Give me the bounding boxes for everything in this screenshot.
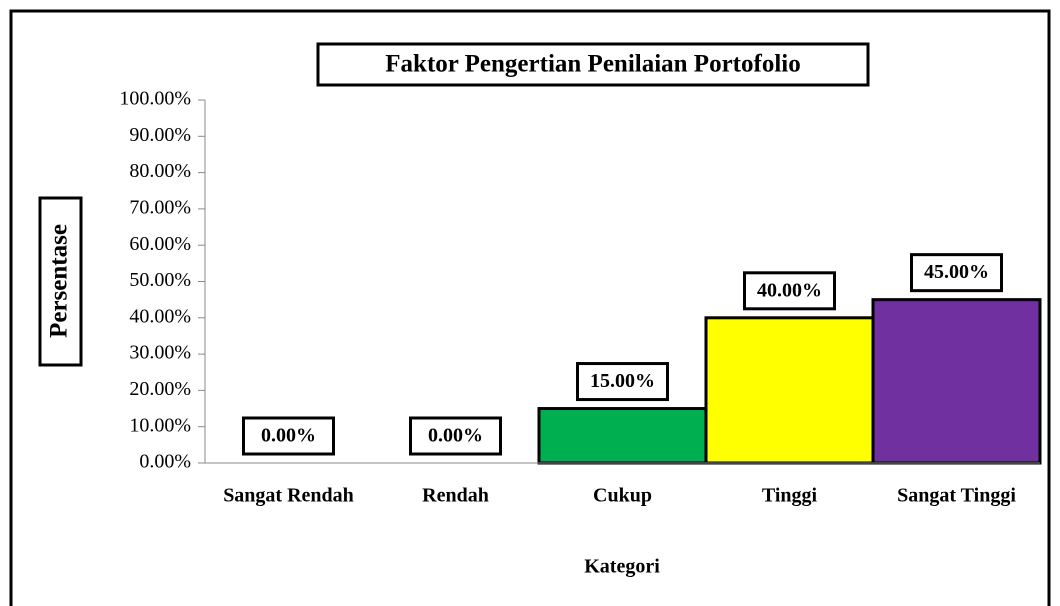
title-box bbox=[316, 42, 870, 87]
value-label-box bbox=[576, 362, 669, 402]
x-axis-label: Kategori bbox=[584, 556, 660, 578]
y-tick-label: 90.00% bbox=[129, 124, 191, 146]
y-tick-label: 30.00% bbox=[129, 342, 191, 364]
value-label-box bbox=[910, 253, 1003, 293]
bar bbox=[871, 298, 1042, 465]
value-label-box bbox=[409, 416, 502, 456]
y-axis-label: Persentase bbox=[46, 224, 73, 338]
y-tick-label: 10.00% bbox=[129, 414, 191, 436]
y-tick-label: 20.00% bbox=[129, 378, 191, 400]
y-tick-label: 60.00% bbox=[129, 233, 191, 255]
bar bbox=[537, 407, 708, 465]
y-tick-label: 50.00% bbox=[129, 269, 191, 291]
y-tick-label: 70.00% bbox=[129, 196, 191, 218]
value-label: 0.00% bbox=[261, 425, 316, 447]
x-tick-label: Cukup bbox=[593, 485, 652, 507]
value-label-box bbox=[242, 416, 335, 456]
x-tick-label: Sangat Rendah bbox=[223, 485, 354, 507]
x-tick-label: Rendah bbox=[422, 485, 489, 507]
x-tick-label: Tinggi bbox=[762, 485, 818, 507]
y-tick-label: 100.00% bbox=[119, 88, 191, 110]
chart-title: Faktor Pengertian Penilaian Portofolio bbox=[385, 51, 800, 78]
value-label-box bbox=[743, 271, 836, 311]
value-label: 40.00% bbox=[757, 279, 822, 301]
y-label-box bbox=[38, 196, 83, 367]
y-tick-label: 80.00% bbox=[129, 160, 191, 182]
bar bbox=[704, 316, 875, 465]
value-label: 45.00% bbox=[924, 261, 989, 283]
x-tick-label: Sangat Tinggi bbox=[897, 485, 1016, 507]
y-tick-label: 0.00% bbox=[139, 451, 191, 473]
value-label: 0.00% bbox=[428, 425, 483, 447]
y-tick-label: 40.00% bbox=[129, 305, 191, 327]
value-label: 15.00% bbox=[590, 370, 655, 392]
